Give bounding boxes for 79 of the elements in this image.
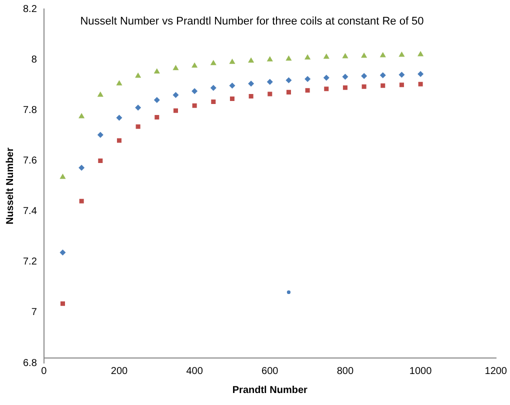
point — [154, 68, 160, 74]
point — [78, 112, 85, 118]
point — [192, 88, 198, 94]
y-tick-label: 7.6 — [22, 155, 38, 166]
point — [229, 82, 236, 89]
y-tick-label: 7.4 — [22, 206, 38, 218]
point — [418, 70, 424, 77]
point — [98, 158, 103, 163]
point — [286, 55, 292, 61]
point — [97, 91, 104, 97]
point — [266, 78, 273, 85]
point — [116, 114, 122, 121]
point — [286, 290, 291, 294]
x-tick-label: 1000 — [409, 366, 432, 377]
point — [136, 124, 140, 129]
x-tick-label: 1200 — [484, 366, 508, 377]
point — [380, 72, 386, 78]
x-tick-label: 600 — [262, 366, 279, 377]
point — [173, 108, 178, 113]
point — [248, 94, 254, 98]
point — [154, 114, 160, 120]
point — [305, 88, 310, 93]
x-tick-label: 400 — [186, 366, 204, 377]
x-tick-label: 200 — [110, 366, 128, 377]
text: Nusselt Number vs Prandtl Number for three coils at constant Re of 50 — [80, 16, 424, 28]
point — [172, 64, 179, 70]
point — [60, 301, 65, 306]
point — [361, 73, 368, 80]
point — [135, 72, 142, 78]
point — [324, 86, 329, 92]
point — [116, 138, 122, 143]
point — [304, 54, 311, 60]
point — [229, 58, 236, 64]
point — [418, 82, 423, 86]
y-axis-title: Nusselt Number — [4, 148, 16, 224]
point — [211, 100, 216, 104]
point — [286, 77, 292, 84]
y-tick-label: 7.8 — [22, 104, 38, 116]
point — [362, 84, 366, 89]
y-tick-label: 8 — [31, 54, 38, 66]
point — [97, 132, 104, 138]
point — [230, 96, 234, 102]
point — [266, 56, 273, 62]
point — [192, 62, 198, 68]
x-tick-label: 0 — [41, 366, 48, 377]
point — [192, 103, 197, 108]
point — [418, 51, 424, 56]
point — [210, 60, 216, 66]
x-axis-title: Prandtl Number — [232, 384, 308, 396]
y-tick-label: 6.8 — [22, 358, 38, 369]
point — [399, 82, 404, 88]
point — [79, 198, 84, 204]
point — [304, 76, 311, 82]
point — [398, 72, 405, 78]
point — [172, 92, 179, 98]
point — [380, 83, 386, 88]
point — [342, 74, 348, 80]
point — [361, 52, 368, 58]
point — [323, 54, 330, 59]
point — [398, 52, 405, 57]
point — [78, 164, 85, 171]
point — [380, 52, 386, 58]
point — [135, 104, 142, 111]
point — [116, 80, 122, 86]
point — [342, 53, 348, 58]
point — [248, 57, 254, 63]
point — [210, 84, 216, 91]
point — [323, 74, 330, 81]
y-tick-label: 8.2 — [22, 4, 38, 15]
y-tick-label: 7.2 — [22, 256, 38, 268]
point — [286, 90, 291, 94]
point — [342, 85, 348, 90]
point — [268, 92, 272, 96]
point — [248, 80, 254, 87]
point — [60, 250, 66, 256]
point — [154, 97, 160, 104]
point — [60, 174, 66, 179]
x-tick-label: 800 — [336, 366, 354, 377]
y-tick-label: 7 — [31, 307, 38, 318]
